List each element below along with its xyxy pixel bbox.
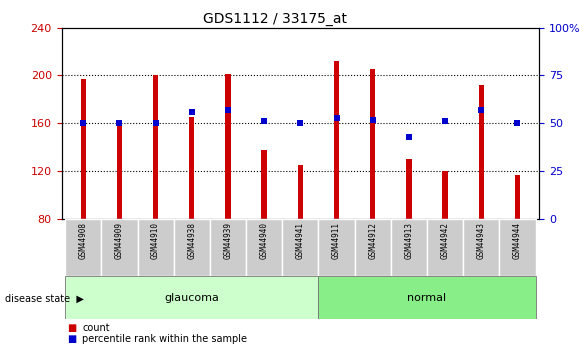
- Bar: [499, 219, 536, 276]
- Text: GSM44913: GSM44913: [404, 222, 413, 259]
- Text: GSM44939: GSM44939: [223, 222, 233, 259]
- Bar: [246, 219, 282, 276]
- Bar: [442, 171, 448, 219]
- Bar: [189, 117, 195, 219]
- Text: glaucoma: glaucoma: [164, 293, 219, 303]
- Bar: [334, 61, 339, 219]
- Text: GSM44908: GSM44908: [79, 222, 88, 259]
- Text: GSM44944: GSM44944: [513, 222, 522, 259]
- Bar: [65, 276, 318, 319]
- Bar: [515, 175, 520, 219]
- Bar: [391, 219, 427, 276]
- Text: GSM44943: GSM44943: [477, 222, 486, 259]
- Bar: [153, 76, 158, 219]
- Bar: [117, 120, 122, 219]
- Text: GSM44941: GSM44941: [296, 222, 305, 259]
- Text: GSM44910: GSM44910: [151, 222, 160, 259]
- Text: ■: ■: [67, 324, 77, 333]
- Bar: [210, 219, 246, 276]
- Text: GSM44911: GSM44911: [332, 222, 341, 259]
- Bar: [427, 219, 463, 276]
- Bar: [282, 219, 318, 276]
- Bar: [138, 219, 173, 276]
- Bar: [173, 219, 210, 276]
- Bar: [370, 69, 376, 219]
- Bar: [355, 219, 391, 276]
- Text: GSM44938: GSM44938: [188, 222, 196, 259]
- Text: disease state  ▶: disease state ▶: [5, 294, 84, 303]
- Bar: [406, 159, 411, 219]
- Text: ■: ■: [67, 334, 77, 344]
- Text: GSM44940: GSM44940: [260, 222, 268, 259]
- Bar: [298, 165, 303, 219]
- Text: GSM44942: GSM44942: [441, 222, 449, 259]
- Bar: [101, 219, 138, 276]
- Bar: [479, 85, 484, 219]
- Bar: [318, 276, 536, 319]
- Bar: [225, 74, 231, 219]
- Text: percentile rank within the sample: percentile rank within the sample: [82, 334, 247, 344]
- Bar: [318, 219, 355, 276]
- Bar: [80, 79, 86, 219]
- Bar: [463, 219, 499, 276]
- Text: GSM44909: GSM44909: [115, 222, 124, 259]
- Bar: [65, 219, 101, 276]
- Text: count: count: [82, 324, 110, 333]
- Text: GDS1112 / 33175_at: GDS1112 / 33175_at: [203, 12, 347, 26]
- Text: normal: normal: [407, 293, 447, 303]
- Bar: [261, 150, 267, 219]
- Text: GSM44912: GSM44912: [368, 222, 377, 259]
